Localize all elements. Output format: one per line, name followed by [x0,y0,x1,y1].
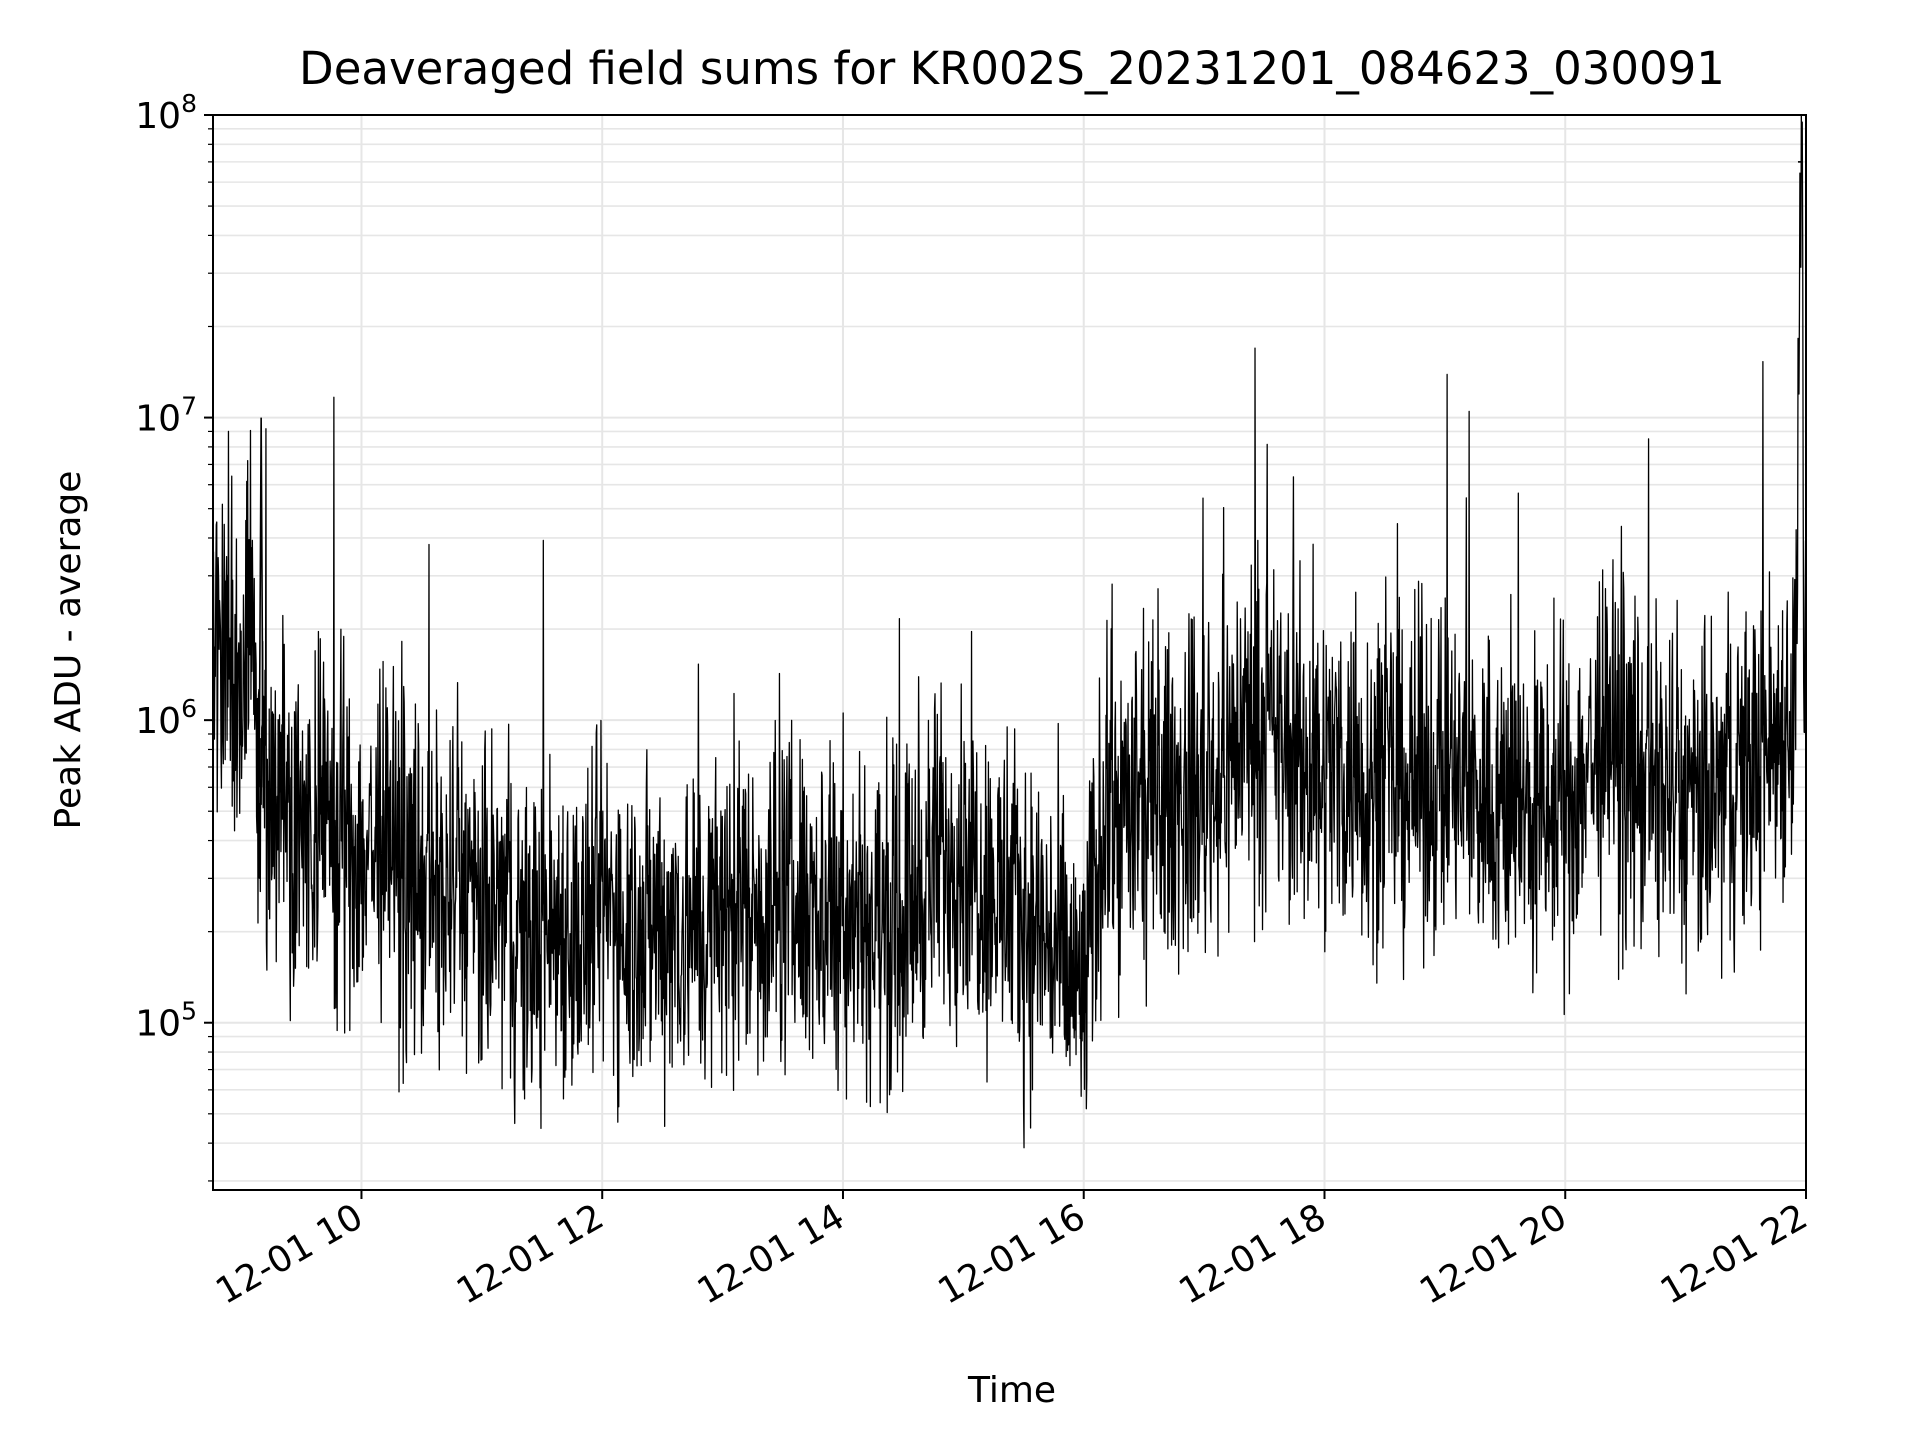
plot-frame [212,114,1807,1191]
spike-mark [258,417,264,788]
y-tick-label: 107 [135,392,197,440]
y-tick-label: 106 [135,694,197,742]
series-line [212,114,1807,1149]
chart-title: Deaveraged field sums for KR002S_2023120… [299,42,1725,95]
plot-area [212,114,1807,1149]
y-tick-label: 105 [135,997,197,1045]
y-tick-label: 108 [135,89,197,137]
y-axis-label: Peak ADU - average [48,471,89,830]
series-layer [212,114,1807,1149]
x-axis-label: Time [967,1370,1056,1411]
